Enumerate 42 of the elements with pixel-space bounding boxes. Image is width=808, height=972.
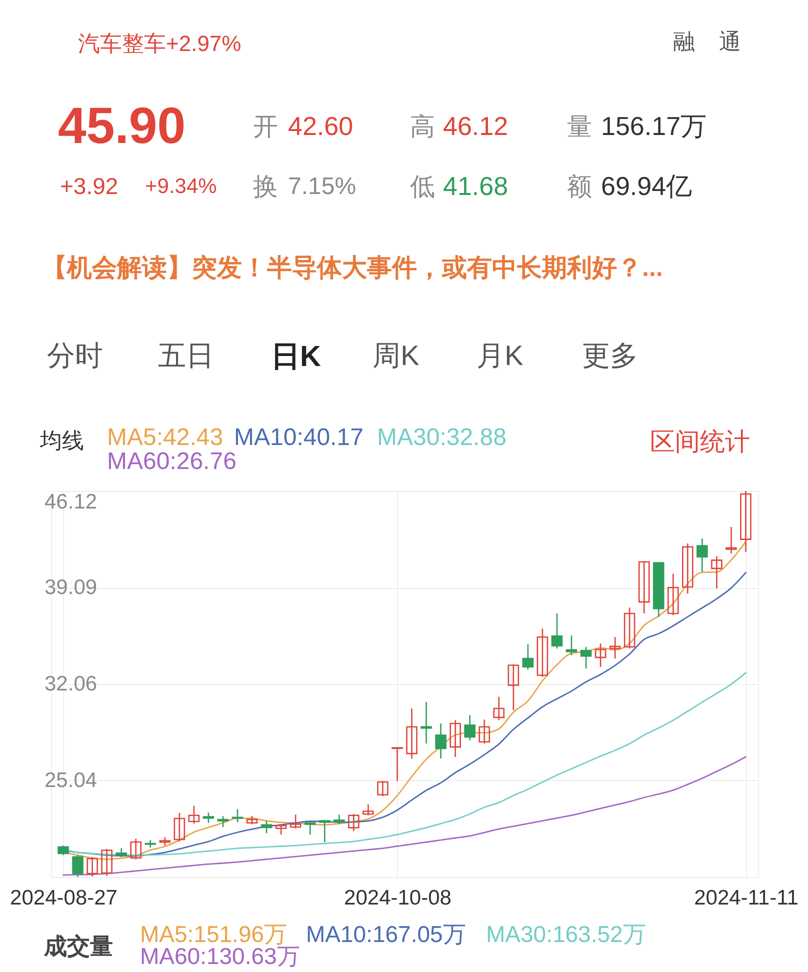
text: 开 <box>253 113 278 141</box>
text: MA5:42.43 <box>107 424 224 451</box>
text: MA30:32.88 <box>377 424 506 451</box>
y-tick-label: 39.09 <box>44 576 98 600</box>
y-tick-label: 46.12 <box>44 490 98 514</box>
text: 额 <box>567 173 592 201</box>
x-tick-label: 2024-08-27 <box>10 886 118 910</box>
text: MA10:167.05万 <box>306 921 466 947</box>
text: 五日 <box>158 340 214 371</box>
text: 69.94亿 <box>601 171 692 201</box>
text: +9.34% <box>145 175 217 198</box>
text: 41.68 <box>443 171 508 201</box>
text: 均线 <box>39 428 84 453</box>
text: MA10:40.17 <box>234 424 364 451</box>
text: 【机会解读】突发！半导体大事件，或有中长期利好？... <box>42 254 663 282</box>
text: 区间统计 <box>650 428 750 456</box>
text: MA30:163.52万 <box>486 921 646 947</box>
y-tick-label: 25.04 <box>44 768 98 792</box>
text: 月K <box>476 340 524 371</box>
text: 更多 <box>582 340 638 371</box>
text: 45.90 <box>58 97 186 154</box>
text: 通 <box>719 29 741 54</box>
text: 高 <box>410 113 435 141</box>
text: MA5:151.96万 <box>140 921 288 947</box>
text: 低 <box>410 173 435 201</box>
text: +3.92 <box>60 173 118 199</box>
text: 7.15% <box>288 173 356 200</box>
x-tick-label: 2024-10-08 <box>344 886 452 910</box>
text: 日K <box>271 341 322 373</box>
x-tick-label: 2024-11-11 <box>694 886 798 910</box>
text: 46.12 <box>443 111 508 141</box>
text: 融 <box>673 29 695 54</box>
text: 周K <box>372 340 420 371</box>
text: 156.17万 <box>601 111 707 141</box>
text: MA60:26.76 <box>107 448 236 475</box>
text: 汽车整车+2.97% <box>78 31 242 56</box>
text: 换 <box>253 173 278 201</box>
text: 量 <box>567 113 592 141</box>
text: 分时 <box>47 340 103 371</box>
text: 42.60 <box>288 111 354 141</box>
y-tick-label: 32.06 <box>44 672 98 696</box>
text: 成交量 <box>43 933 113 959</box>
